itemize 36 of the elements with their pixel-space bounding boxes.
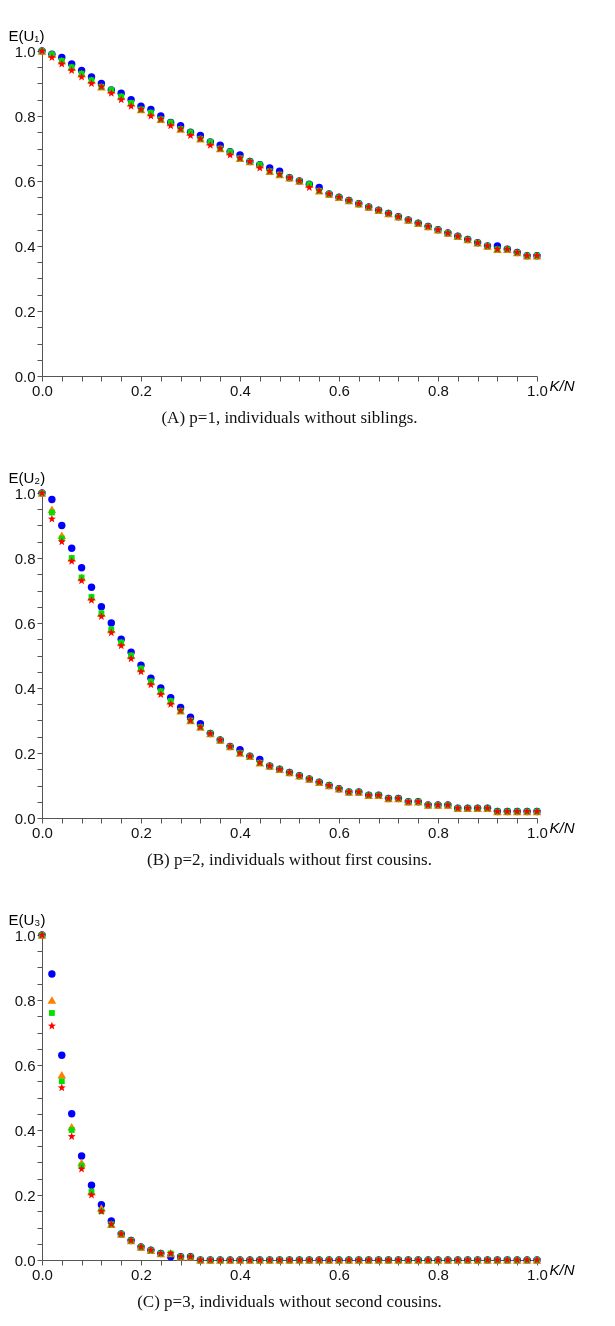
y-tick-label: 0.4: [14, 1121, 36, 1139]
text: (C) p=3, individuals without second cousins.: [137, 1292, 442, 1311]
x-axis-title: K/N: [549, 818, 575, 836]
y-tick-label: 0.8: [14, 107, 36, 125]
x-tick-label: 0.2: [131, 381, 152, 399]
y-tick-label: 0.6: [14, 172, 36, 190]
text: (A) p=1, individuals without siblings.: [161, 408, 418, 427]
y-tick-label: 0.8: [14, 991, 36, 1009]
x-tick-label: 0.8: [428, 381, 449, 399]
y-tick-label: 0.4: [14, 237, 36, 255]
x-tick-label: 1.0: [527, 381, 548, 399]
x-tick-label: 0.4: [230, 381, 251, 399]
x-tick-label: 0.2: [131, 1265, 152, 1283]
x-tick-label: 0.2: [131, 823, 152, 841]
x-tick-label: 1.0: [527, 823, 548, 841]
y-tick-label: 0.4: [14, 679, 36, 697]
y-axis-title: E(U₁): [8, 26, 45, 44]
x-tick-label: 1.0: [527, 1265, 548, 1283]
y-tick-label: 0.8: [14, 549, 36, 567]
x-axis-title: K/N: [549, 376, 575, 394]
x-tick-label: 0.6: [329, 1265, 350, 1283]
y-tick-label: 0.6: [14, 614, 36, 632]
x-tick-label: 0.6: [329, 381, 350, 399]
text: (B) p=2, individuals without first cousins.: [147, 850, 432, 869]
x-tick-label: 0.4: [230, 823, 251, 841]
x-tick-label: 0.8: [428, 1265, 449, 1283]
x-tick-label: 0.6: [329, 823, 350, 841]
x-tick-label: 0.8: [428, 823, 449, 841]
x-axis-title: K/N: [549, 1260, 575, 1278]
y-axis-title: E(U₂): [8, 468, 46, 486]
x-tick-label: 0.4: [230, 1265, 251, 1283]
y-tick-label: 0.6: [14, 1056, 36, 1074]
y-tick-label: 0.2: [14, 1186, 36, 1204]
y-tick-label: 0.2: [14, 302, 36, 320]
y-tick-label: 0.2: [14, 744, 36, 762]
y-axis-title: E(U₃): [8, 910, 46, 928]
